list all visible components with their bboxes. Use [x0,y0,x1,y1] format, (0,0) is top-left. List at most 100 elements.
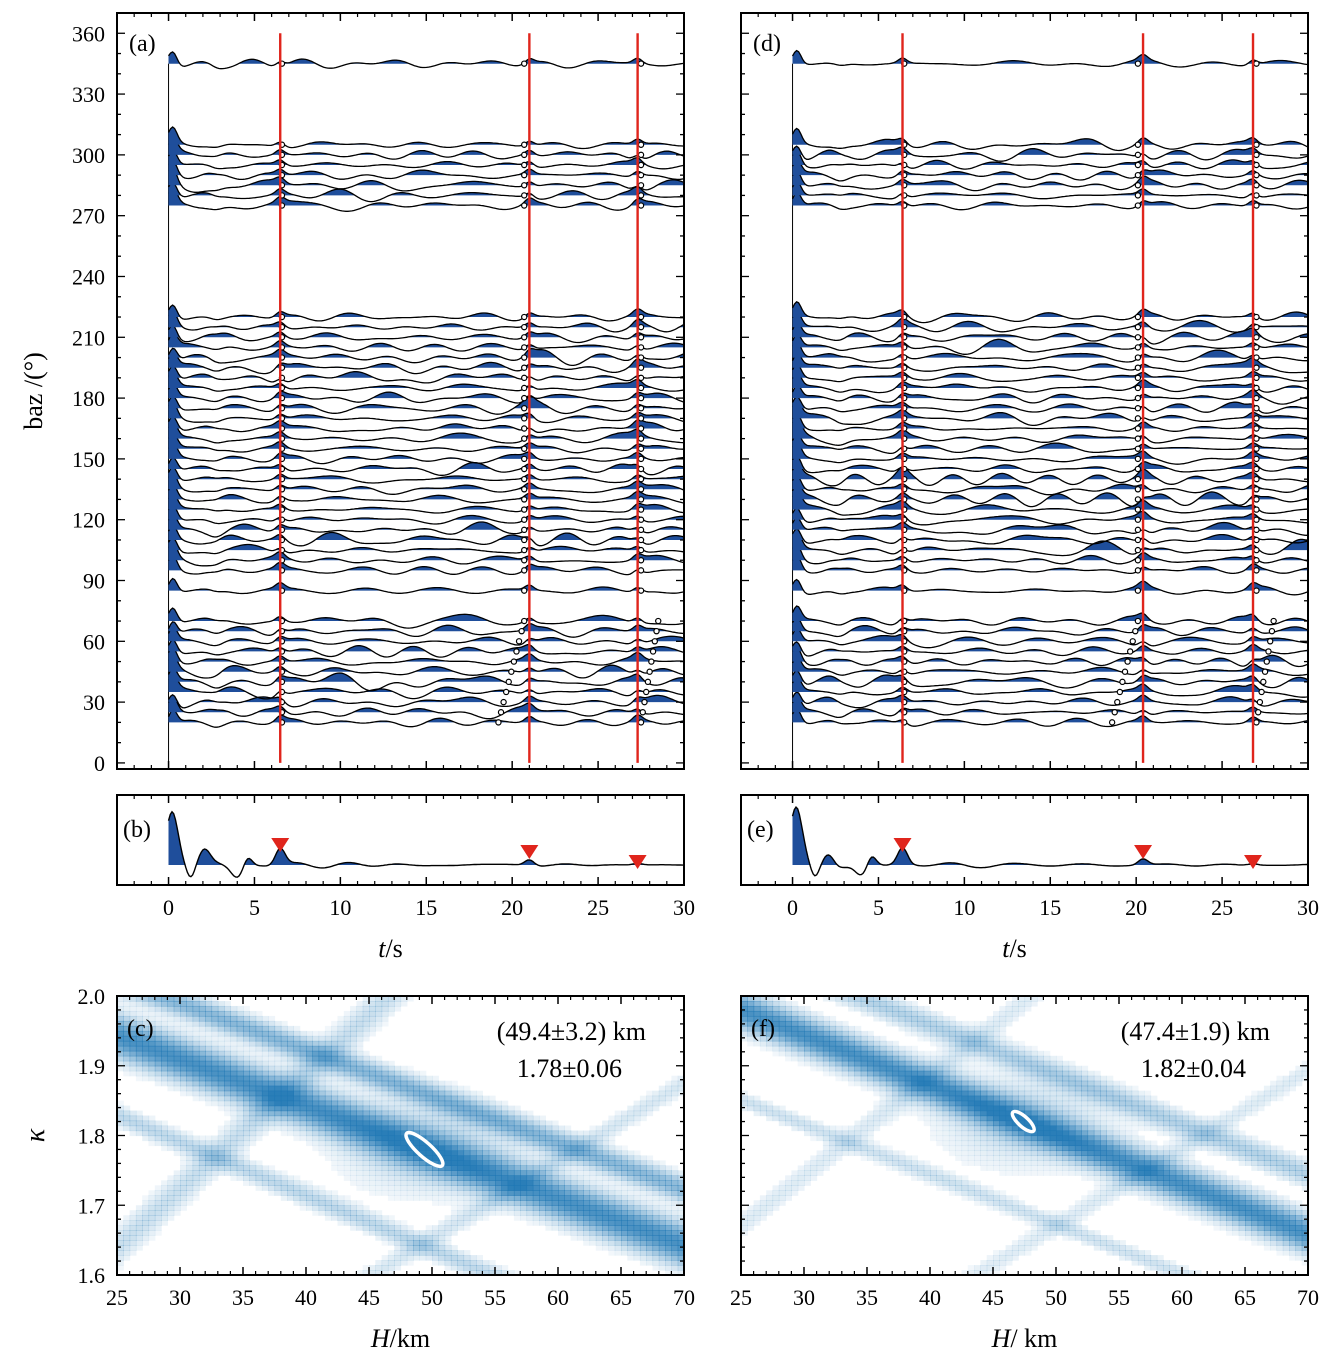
heatmap-cell [129,1045,137,1052]
heatmap-cell [268,1015,276,1022]
heatmap-cell [230,1030,238,1037]
heatmap-cell [955,1025,963,1032]
heatmap-cell [923,1180,931,1186]
heatmap-cell [217,1035,225,1042]
heatmap-cell [173,1035,181,1042]
heatmap-cell [936,1010,944,1017]
heatmap-cell [469,1175,477,1181]
heatmap-cell [287,1080,294,1087]
heatmap-cell [671,1175,679,1181]
heatmap-cell [192,1090,200,1097]
heatmap-cell [804,1045,811,1052]
heatmap-cell [306,1180,313,1186]
heatmap-cell [274,1040,282,1047]
heatmap-cell [980,1185,988,1191]
heatmap-cell [482,1160,490,1166]
heatmap-cell [822,1165,830,1171]
heatmap-cell [268,1175,276,1181]
heatmap-cell [829,1050,837,1057]
heatmap-cell [356,1050,364,1057]
x-tick-label: 30 [673,895,695,920]
heatmap-cell [948,1020,956,1027]
heatmap-cell [217,1025,225,1032]
heatmap-cell [923,1090,931,1097]
heatmap-cell [482,1135,490,1142]
heatmap-cell [520,1175,528,1181]
heatmap-cell [198,1035,206,1042]
heatmap-cell [154,1035,162,1042]
heatmap-cell [186,1170,194,1176]
heatmap-cell [873,1100,881,1107]
heatmap-cell [186,1200,194,1206]
heatmap-cell [816,1150,824,1157]
heatmap-cell [173,1205,181,1211]
heatmap-cell [526,1180,534,1186]
x-tick-label: 0 [163,895,174,920]
trace-fill [792,606,1308,621]
heatmap-cell [293,1045,301,1052]
heatmap-cell [1005,1000,1013,1007]
heatmap-cell [885,1110,893,1117]
heatmap-cell [986,1035,994,1042]
heatmap-cell [432,1100,439,1107]
heatmap-cell [867,1010,874,1017]
heatmap-cell [488,1165,496,1171]
phase-marker-circle [637,557,645,564]
heatmap-cell [791,1055,799,1062]
heatmap-cell [350,1150,357,1157]
heatmap-cell [873,1105,881,1112]
heatmap-cell [400,1195,408,1201]
heatmap-cell [400,1245,408,1251]
heatmap-cell [627,1170,635,1176]
heatmap-cell [268,1165,276,1171]
heatmap-cell [621,1180,628,1186]
heatmap-cell [198,1075,206,1082]
heatmap-cell [633,1240,641,1246]
heatmap-cell [280,1075,288,1082]
heatmap-cell [362,1125,370,1132]
heatmap-cell [343,1015,351,1022]
phase-marker-circle [637,394,645,402]
heatmap-cell [1005,1015,1013,1022]
heatmap-cell [942,1125,950,1132]
heatmap-cell [602,1185,609,1191]
heatmap-cell [816,1055,824,1062]
heatmap-cell [639,1175,647,1181]
heatmap-cell [835,1070,843,1077]
phase-marker-circle [1126,648,1134,655]
heatmap-cell [583,1145,591,1152]
heatmap-cell [551,1145,559,1152]
heatmap-cell [476,1265,483,1271]
heatmap-cell [167,1030,175,1037]
phase-marker-circle [521,141,528,148]
heatmap-cell [904,1010,912,1017]
heatmap-cell [394,1135,402,1142]
heatmap-cell [331,1040,339,1047]
heatmap-cell [400,1075,408,1082]
heatmap-cell [243,1040,250,1047]
heatmap-cell [356,1155,364,1162]
heatmap-cell [211,1070,219,1077]
plot-frame [116,12,685,770]
phase-marker-circle [1134,151,1142,159]
heatmap-cell [268,1065,276,1072]
heatmap-cell [161,1060,168,1067]
heatmap-cell [457,1100,465,1107]
heatmap-cell [400,1080,408,1087]
heatmap-cell [539,1155,546,1162]
heatmap-cell [274,1115,282,1122]
heatmap-cell [249,1030,257,1037]
heatmap-cell [917,1005,925,1012]
heatmap-cell [476,1170,483,1176]
heatmap-cell [299,1190,307,1196]
heatmap-cell [123,1065,131,1072]
heatmap-cell [419,1235,427,1241]
heatmap-cell [778,1045,786,1052]
heatmap-cell [400,1145,408,1152]
heatmap-cell [671,1190,679,1196]
heatmap-cell [1005,1060,1013,1067]
heatmap-cell [444,1185,452,1191]
heatmap-cell [406,1145,414,1152]
heatmap-cell [948,1190,956,1196]
heatmap-cell [816,1165,824,1171]
